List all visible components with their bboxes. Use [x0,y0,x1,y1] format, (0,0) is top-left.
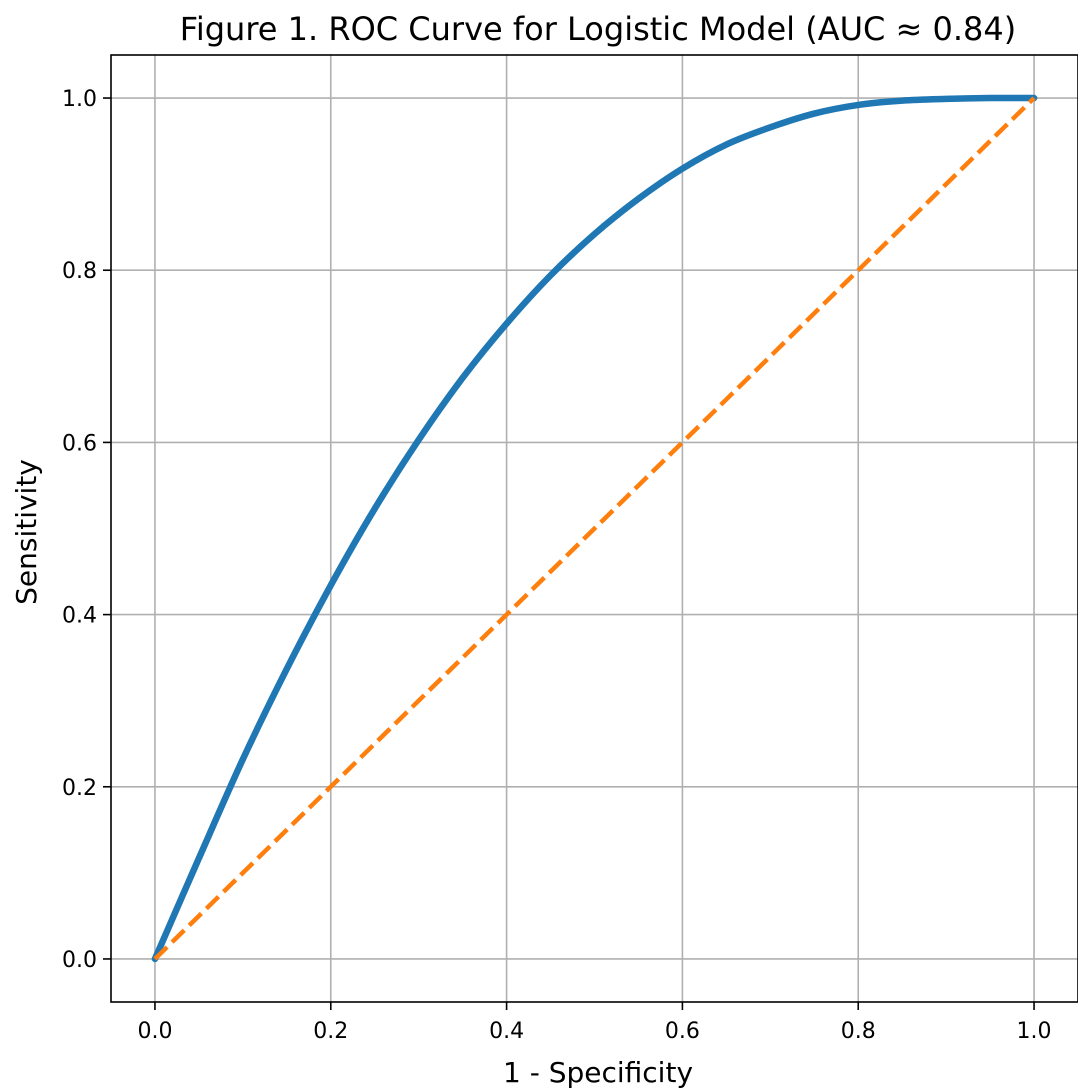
x-tick-label: 0.0 [137,1019,172,1044]
y-tick-label: 0.4 [62,604,97,629]
y-tick-label: 1.0 [62,87,97,112]
y-tick-label: 0.6 [62,431,97,456]
x-tick-label: 0.4 [489,1019,524,1044]
y-tick-label: 0.2 [62,776,97,801]
y-axis-label: Sensitivity [10,459,43,605]
grid [111,55,1078,1002]
y-tick-label: 0.0 [62,948,97,973]
roc-curve-line [151,94,1038,963]
chart-title: Figure 1. ROC Curve for Logistic Model (… [180,10,1016,48]
x-axis-label: 1 - Specificity [503,1056,693,1088]
chance-line [153,96,1036,961]
x-tick-label: 0.6 [665,1019,700,1044]
plot-series [151,94,1038,963]
x-tick-label: 0.2 [313,1019,348,1044]
x-tick-label: 1.0 [1017,1019,1052,1044]
y-tick-label: 0.8 [62,259,97,284]
x-tick-label: 0.8 [841,1019,876,1044]
plot-frame [110,54,1078,1003]
ticks: 0.0 0.2 0.4 0.6 0.8 1.0 0.0 0.2 0.4 0.6 0.8 1.0 [62,87,1052,1044]
